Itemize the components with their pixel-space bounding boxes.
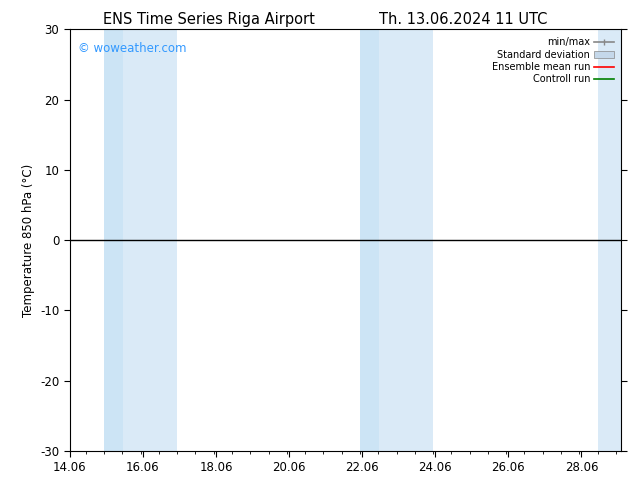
Bar <box>379 29 433 451</box>
Text: © woweather.com: © woweather.com <box>78 42 186 55</box>
Text: ENS Time Series Riga Airport: ENS Time Series Riga Airport <box>103 12 315 27</box>
Bar <box>104 29 123 451</box>
Y-axis label: Temperature 850 hPa (°C): Temperature 850 hPa (°C) <box>22 164 34 317</box>
Bar <box>123 29 178 451</box>
Text: Th. 13.06.2024 11 UTC: Th. 13.06.2024 11 UTC <box>378 12 547 27</box>
Legend: min/max, Standard deviation, Ensemble mean run, Controll run: min/max, Standard deviation, Ensemble me… <box>489 34 616 87</box>
Bar <box>598 29 621 451</box>
Bar <box>360 29 379 451</box>
